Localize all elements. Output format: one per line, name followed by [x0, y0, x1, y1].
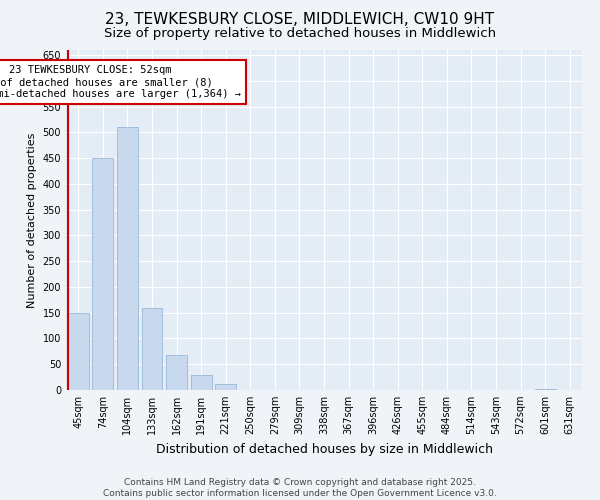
Bar: [92, 158, 113, 390]
Text: 23 TEWKESBURY CLOSE: 52sqm
← 1% of detached houses are smaller (8)
99% of semi-d: 23 TEWKESBURY CLOSE: 52sqm ← 1% of detac…: [0, 66, 241, 98]
Text: 23, TEWKESBURY CLOSE, MIDDLEWICH, CW10 9HT: 23, TEWKESBURY CLOSE, MIDDLEWICH, CW10 9…: [106, 12, 494, 28]
Text: Size of property relative to detached houses in Middlewich: Size of property relative to detached ho…: [104, 28, 496, 40]
Y-axis label: Number of detached properties: Number of detached properties: [27, 132, 37, 308]
Bar: [535, 389, 556, 390]
Bar: [68, 312, 89, 390]
Bar: [166, 356, 187, 390]
Bar: [215, 384, 236, 390]
Text: Contains HM Land Registry data © Crown copyright and database right 2025.
Contai: Contains HM Land Registry data © Crown c…: [103, 478, 497, 498]
X-axis label: Distribution of detached houses by size in Middlewich: Distribution of detached houses by size …: [155, 442, 493, 456]
Bar: [142, 308, 163, 390]
Bar: [117, 128, 138, 390]
Bar: [191, 374, 212, 390]
